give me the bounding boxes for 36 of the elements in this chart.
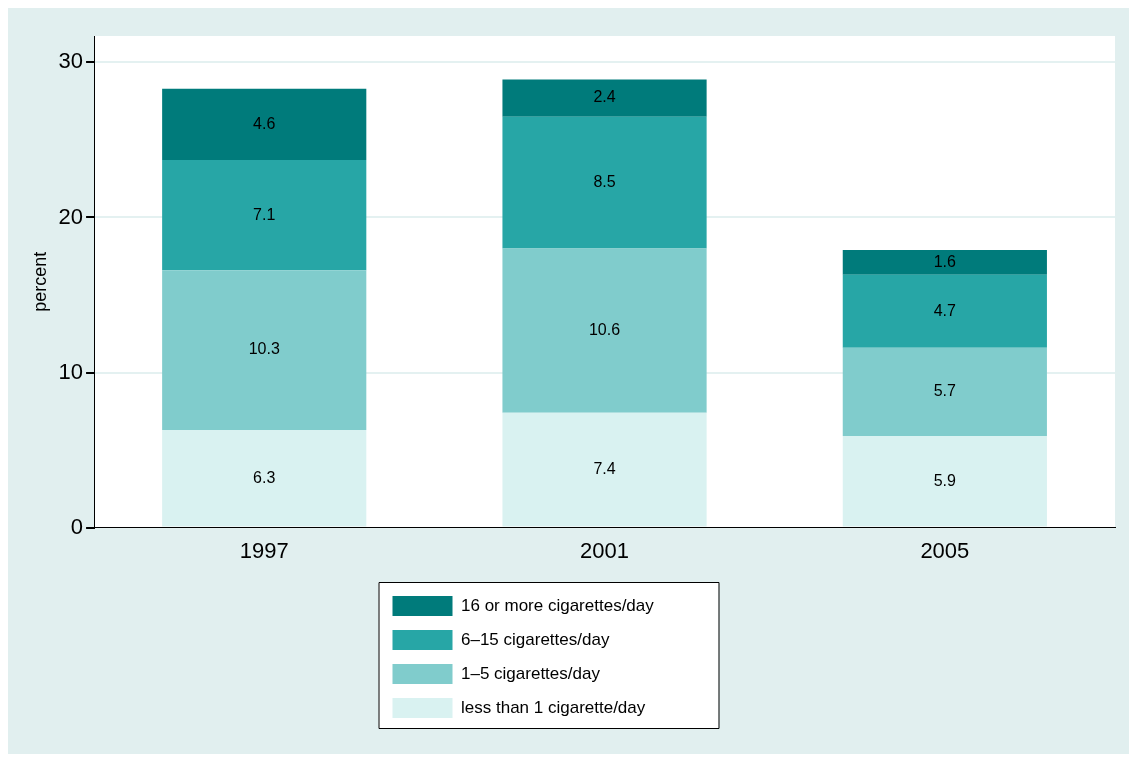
data-label: 10.6 (588, 321, 621, 339)
data-label: 4.6 (253, 114, 276, 132)
legend-label: 1–5 cigarettes/day (461, 663, 601, 683)
data-label: 6.3 (253, 468, 276, 486)
bar (162, 429, 367, 527)
legend-label: less than 1 cigarette/day (461, 697, 646, 717)
data-label: 5.7 (933, 382, 957, 400)
bar (502, 248, 707, 413)
y-tick-label: 10 (58, 358, 84, 384)
y-tick-label: 30 (58, 48, 84, 74)
bar (502, 116, 707, 249)
bar (502, 412, 707, 527)
data-label: 7.4 (593, 460, 616, 478)
bar (842, 347, 1047, 437)
legend-label: 6–15 cigarettes/day (461, 629, 610, 649)
bar (842, 250, 1047, 275)
bar (502, 79, 707, 117)
y-tick-label: 20 (58, 203, 84, 229)
data-label: 2.4 (593, 88, 616, 106)
data-label: 4.7 (933, 301, 957, 319)
data-label: 1.6 (933, 252, 957, 270)
bar (842, 436, 1047, 527)
legend-label: 16 or more cigarettes/day (461, 595, 655, 615)
x-tick-label: 1997 (239, 537, 289, 563)
y-tick-label: 0 (70, 513, 84, 539)
data-label: 5.9 (933, 471, 957, 489)
x-tick-label: 2001 (580, 537, 630, 563)
bar (162, 160, 367, 271)
x-tick-label: 2005 (920, 537, 970, 563)
data-label: 8.5 (593, 172, 616, 190)
bar (162, 270, 367, 430)
bar (842, 274, 1047, 348)
data-label: 10.3 (248, 340, 280, 358)
bar (162, 88, 367, 161)
y-axis-title: percent (29, 251, 50, 312)
data-label: 7.1 (253, 205, 276, 223)
